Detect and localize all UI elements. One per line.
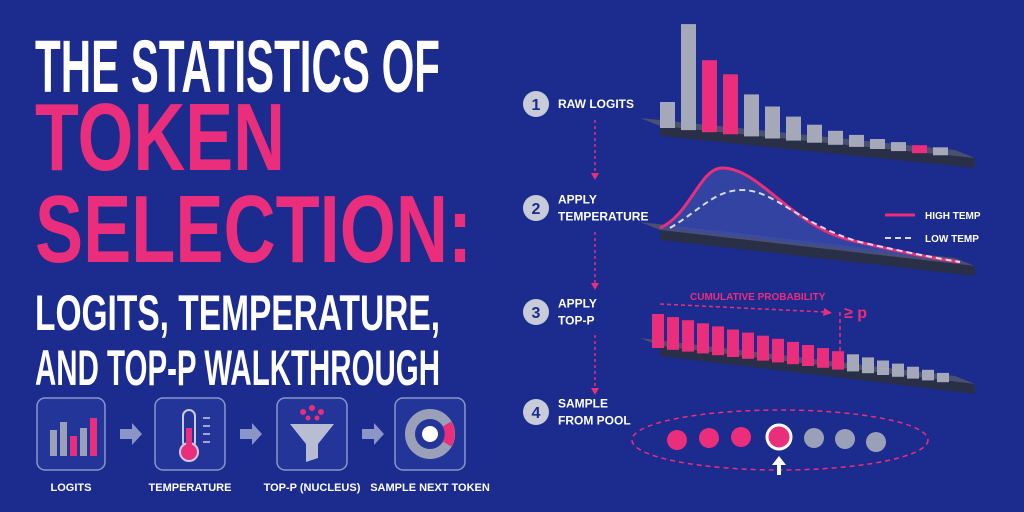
bar: [912, 145, 927, 154]
bar: [681, 24, 696, 131]
step-label: FROM POOL: [558, 414, 631, 428]
cumulative-arrow-head: [823, 308, 832, 316]
step-number: 1: [532, 97, 541, 114]
bar: [907, 366, 919, 379]
bar: [828, 130, 843, 145]
bar: [807, 124, 822, 143]
thermometer-icon: [179, 409, 210, 462]
step-badge: [523, 299, 549, 325]
bar: [847, 354, 859, 372]
step-label: RAW LOGITS: [558, 97, 634, 111]
bar: [877, 360, 889, 375]
step-connector-heads: [591, 173, 599, 395]
title-line: THE STATISTICS OF: [35, 25, 440, 108]
bar: [832, 351, 844, 370]
bar: [937, 372, 949, 383]
pipeline-label: TOP-P (NUCLEUS): [264, 482, 361, 494]
title-highlight: SELECTION:: [35, 176, 472, 283]
pool-tokens: [667, 423, 886, 452]
threshold-label: ≥ p: [844, 305, 867, 322]
step-number: 3: [532, 305, 541, 322]
legend-label: LOW TEMP: [925, 234, 979, 245]
curve-area: [660, 168, 960, 262]
bar: [652, 314, 664, 348]
bar: [723, 74, 738, 135]
step-number: 2: [532, 201, 541, 218]
low-temp-curve: [669, 188, 961, 263]
bar: [849, 134, 864, 147]
bar: [892, 363, 904, 377]
bar: [787, 341, 799, 365]
bar: [802, 345, 814, 366]
bar: [727, 329, 739, 357]
bar: [891, 142, 906, 152]
top-p-bars: [652, 314, 949, 383]
bar: [697, 323, 709, 354]
subtitle: AND TOP-P WALKTHROUGH: [35, 340, 440, 396]
subtitle: LOGITS, TEMPERATURE,: [35, 285, 440, 341]
pipeline: [36, 397, 466, 471]
bar: [786, 116, 801, 141]
step-label: APPLY: [558, 193, 597, 207]
step-badge: [523, 195, 549, 221]
step-label: APPLY: [558, 297, 597, 311]
pipeline-label: TEMPERATURE: [149, 482, 232, 494]
bar: [660, 102, 675, 128]
pipeline-arrows: [120, 423, 384, 445]
title-highlight: TOKEN: [35, 84, 285, 191]
step-badge: [523, 91, 549, 117]
step-number: 4: [532, 405, 541, 422]
bar: [742, 332, 754, 359]
logit-bars: [660, 24, 948, 156]
step-badge: [523, 399, 549, 425]
step-label: SAMPLE: [558, 397, 608, 411]
bar: [870, 139, 885, 149]
legend-label: HIGH TEMP: [925, 211, 981, 222]
bar: [862, 357, 874, 374]
bar: [772, 338, 784, 363]
bar: [744, 94, 759, 137]
bar: [667, 317, 679, 350]
pipeline-label: LOGITS: [51, 482, 92, 494]
step-label: TEMPERATURE: [558, 210, 648, 224]
pipeline-label: SAMPLE NEXT TOKEN: [370, 482, 490, 494]
bar: [765, 106, 780, 139]
bar: [702, 60, 717, 133]
bar: [712, 326, 724, 356]
step-label: TOP-P: [558, 314, 594, 328]
selection-arrow: [772, 456, 786, 475]
bar: [757, 335, 769, 361]
funnel-icon: [290, 405, 334, 462]
logits-icon: [50, 418, 97, 456]
bar: [817, 348, 829, 368]
bar: [682, 320, 694, 352]
bar: [922, 369, 934, 381]
bar: [933, 147, 948, 156]
donut-icon: [405, 409, 455, 459]
cumulative-label: CUMULATIVE PROBABILITY: [690, 292, 826, 303]
